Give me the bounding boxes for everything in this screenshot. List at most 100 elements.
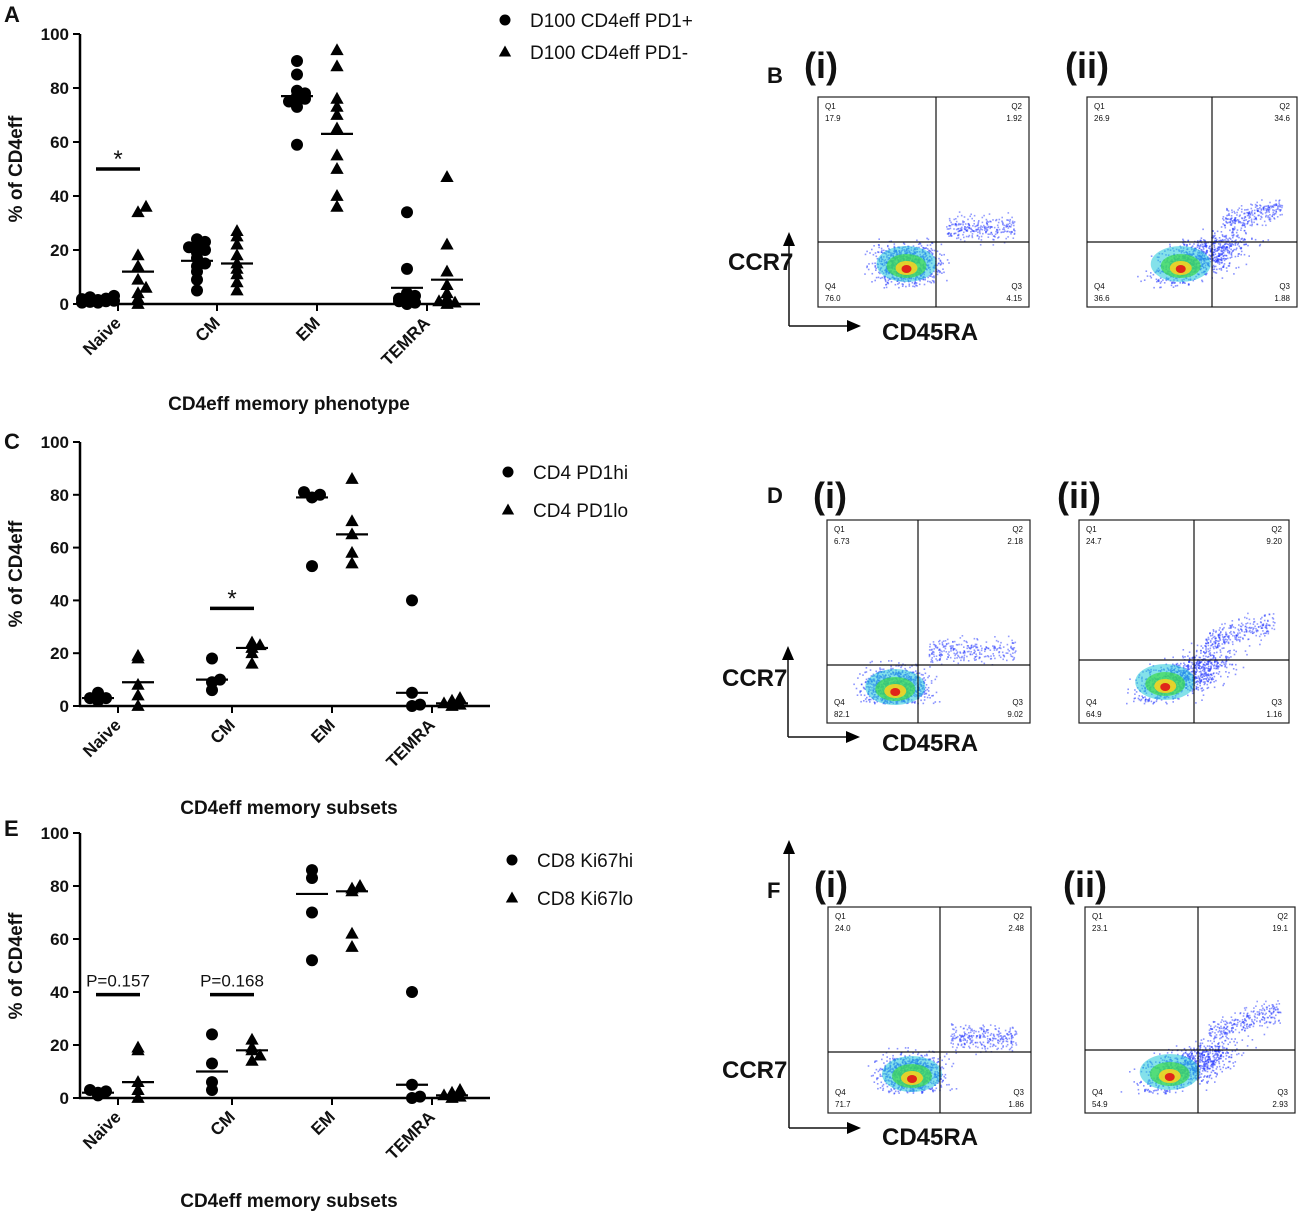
event-dot [956,644,959,646]
cd45ra-axis-label: CD45RA [882,319,978,346]
event-dot [961,226,963,229]
event-dot [1242,637,1244,639]
event-dot [1212,264,1215,267]
event-dot [1267,239,1270,241]
event-dot [1267,630,1269,632]
event-dot [1203,666,1206,669]
event-dot [932,702,935,705]
event-dot [1202,248,1205,250]
event-dot [1244,650,1247,652]
event-dot [1236,219,1239,221]
event-dot [985,228,988,230]
event-dot [1248,215,1251,217]
event-dot [1250,203,1252,206]
event-dot [931,661,934,664]
event-dot [1214,271,1217,274]
event-dot [1222,216,1225,218]
event-dot [871,272,874,275]
event-dot [869,669,872,671]
event-dot [1200,248,1202,251]
event-dot [1011,230,1013,233]
event-dot [904,1055,906,1057]
event-dot [1014,230,1016,232]
data-point-triangle [245,635,259,648]
event-dot [1159,286,1161,289]
event-dot [1200,670,1202,673]
event-dot [1238,618,1240,620]
event-dot [1202,678,1205,681]
event-dot [965,235,968,238]
event-dot [1230,253,1232,255]
event-dot [1232,631,1235,633]
event-dot [939,649,942,652]
event-dot [1233,632,1236,634]
event-dot [1201,676,1203,679]
event-dot [995,639,998,642]
event-dot [1221,245,1224,247]
event-dot [931,279,934,282]
event-dot [1220,661,1223,664]
event-dot [955,643,958,646]
event-dot [998,647,1000,649]
event-dot [1213,672,1215,674]
event-dot [1209,658,1212,661]
event-dot [1216,230,1219,233]
event-dot [1152,273,1155,276]
event-dot [983,227,986,230]
event-dot [1261,616,1263,619]
event-dot [1243,229,1246,232]
event-dot [1205,655,1207,658]
event-dot [955,220,958,223]
event-dot [989,227,991,230]
event-dot [1226,214,1228,217]
event-dot [1218,248,1220,251]
event-dot [1226,656,1229,658]
event-dot [957,230,960,233]
event-dot [1149,663,1151,665]
event-dot [1265,205,1267,207]
event-dot [922,702,925,705]
event-dot [1150,276,1153,279]
event-dot [985,655,987,658]
event-dot [931,253,934,256]
event-dot [966,647,968,650]
event-dot [1197,680,1200,683]
event-dot [938,654,941,656]
quadrant-value-q1: 6.73 [834,537,850,546]
event-dot [992,645,994,647]
event-dot [1201,699,1203,701]
event-dot [952,641,954,643]
event-dot [1207,674,1210,677]
event-dot [924,689,927,692]
event-dot [1260,639,1262,641]
event-dot [975,653,977,655]
event-dot [1262,624,1265,626]
event-dot [963,227,966,230]
event-dot [1160,286,1162,289]
data-point-triangle [131,648,145,661]
event-dot [1251,204,1253,206]
event-dot [913,283,916,285]
event-dot [963,656,965,659]
y-tick-label: 40 [50,187,69,206]
event-dot [1001,651,1004,654]
event-dot [892,667,894,670]
event-dot [1251,212,1253,214]
event-dot [958,211,961,213]
event-dot [1134,697,1136,699]
event-dot [1239,628,1242,630]
event-dot [920,673,923,676]
event-dot [1012,222,1015,224]
event-dot [1225,234,1228,237]
event-dot [1232,235,1235,237]
data-point-triangle [330,59,344,72]
event-dot [986,220,988,223]
event-dot [1237,266,1240,269]
event-dot [939,253,941,255]
event-dot [1231,231,1234,233]
event-dot [949,645,952,648]
event-dot [1276,216,1279,218]
event-dot [1229,242,1231,245]
